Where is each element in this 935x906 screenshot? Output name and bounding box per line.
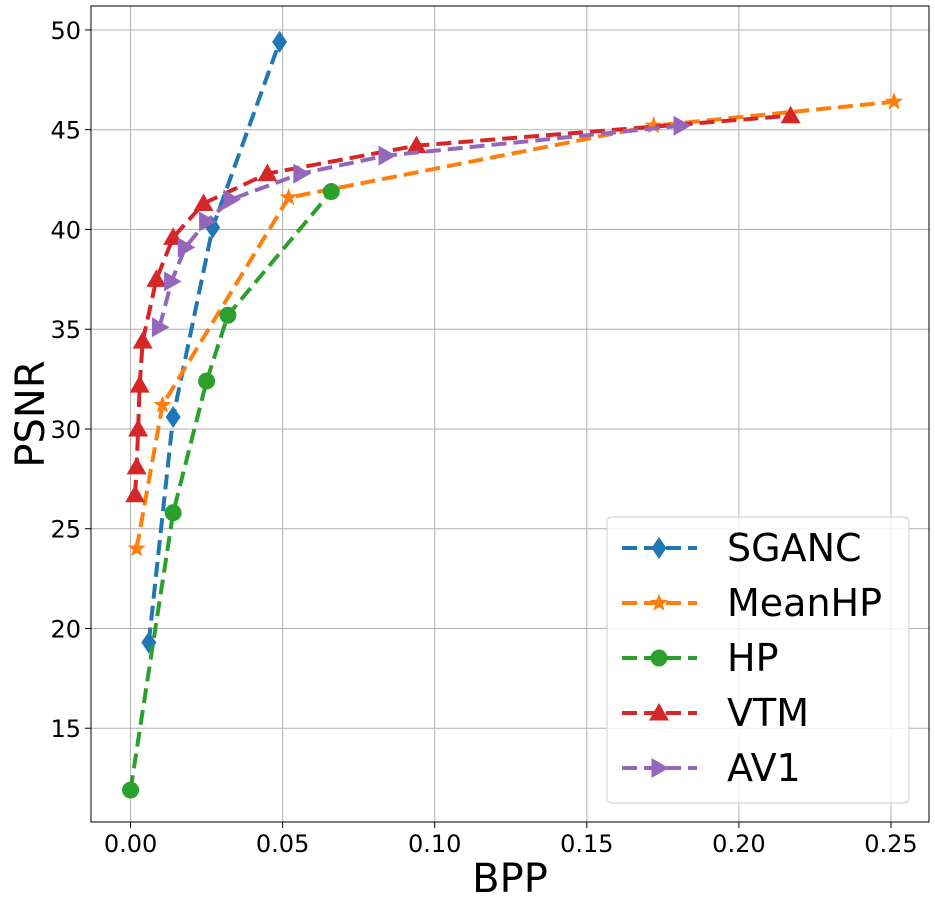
grid (91, 6, 929, 822)
y-tick-label: 50 (50, 17, 81, 45)
legend-box (606, 516, 910, 804)
vtm-line (133, 113, 791, 495)
meanhp-point (884, 92, 904, 110)
meanhp-point (127, 539, 146, 557)
y-tick-label: 15 (50, 715, 81, 743)
vtm-point (193, 193, 214, 212)
y-tick-label: 30 (50, 416, 81, 444)
x-tick-label: 0.10 (408, 830, 461, 858)
axis-ticks: 0.00 0.05 0.10 0.15 0.20 0.25 15 20 25 30 35 40 45 50 (50, 17, 917, 858)
sganc-point (272, 30, 288, 53)
av1-point (151, 317, 170, 338)
av1-point (378, 145, 397, 166)
legend: SGANC MeanHP HP VTM AV1 (606, 516, 910, 804)
x-tick-label: 0.15 (560, 830, 613, 858)
vtm-point (146, 269, 167, 287)
x-tick-label: 0.25 (864, 830, 917, 858)
vtm-point (128, 418, 149, 437)
hp-point (198, 372, 216, 390)
series-hp (122, 183, 340, 799)
vtm-point (406, 135, 427, 154)
x-tick-label: 0.20 (712, 830, 765, 858)
hp-point (164, 504, 182, 522)
vtm-point (125, 484, 146, 503)
hp-point (122, 781, 140, 799)
legend-item-hp: HP (622, 636, 779, 680)
legend-item-sganc: SGANC (622, 526, 862, 570)
legend-item-av1: AV1 (622, 746, 801, 790)
vtm-point (257, 163, 278, 182)
series-layer (122, 30, 904, 799)
legend-label-meanhp: MeanHP (727, 581, 882, 625)
av1-line (157, 123, 682, 328)
meanhp-point (644, 116, 663, 134)
y-tick-label: 20 (50, 615, 81, 643)
sganc-line (146, 41, 282, 643)
meanhp-point (153, 395, 172, 413)
y-tick-label: 35 (50, 316, 81, 344)
series-meanhp (127, 92, 904, 557)
plot-frame (90, 5, 930, 823)
series-sganc (141, 30, 288, 654)
hp-point (219, 306, 237, 324)
vtm-point (129, 375, 150, 393)
vtm-point (780, 105, 801, 124)
series-vtm (125, 105, 801, 503)
y-tick-label: 45 (50, 117, 81, 145)
sganc-point (165, 405, 181, 428)
av1-point (164, 271, 182, 292)
legend-marker-vtm (649, 703, 669, 721)
x-tick-label: 0.00 (104, 830, 157, 858)
legend-marker-sganc (651, 537, 667, 559)
vtm-point (132, 331, 153, 349)
legend-label-hp: HP (727, 636, 779, 680)
x-tick-label: 0.05 (256, 830, 309, 858)
av1-point (673, 115, 692, 136)
legend-item-vtm: VTM (622, 691, 809, 735)
y-axis-title: PSNR (8, 360, 54, 467)
av1-point (223, 189, 241, 210)
legend-label-sganc: SGANC (727, 526, 862, 570)
hp-line (128, 190, 333, 791)
x-axis-title: BPP (472, 856, 548, 902)
y-tick-label: 25 (50, 516, 81, 544)
legend-marker-meanhp (649, 593, 669, 611)
series-av1 (151, 115, 692, 338)
legend-marker-hp (650, 649, 668, 667)
y-tick-label: 40 (50, 216, 81, 244)
hp-point (322, 183, 340, 201)
meanhp-point (279, 188, 298, 206)
av1-point (177, 237, 196, 258)
meanhp-line (134, 99, 895, 550)
av1-point (199, 211, 217, 232)
av1-point (293, 163, 311, 184)
legend-item-meanhp: MeanHP (622, 581, 882, 625)
legend-marker-av1 (651, 758, 669, 778)
vtm-point (126, 456, 147, 475)
legend-label-av1: AV1 (727, 746, 801, 790)
legend-label-vtm: VTM (727, 691, 809, 735)
